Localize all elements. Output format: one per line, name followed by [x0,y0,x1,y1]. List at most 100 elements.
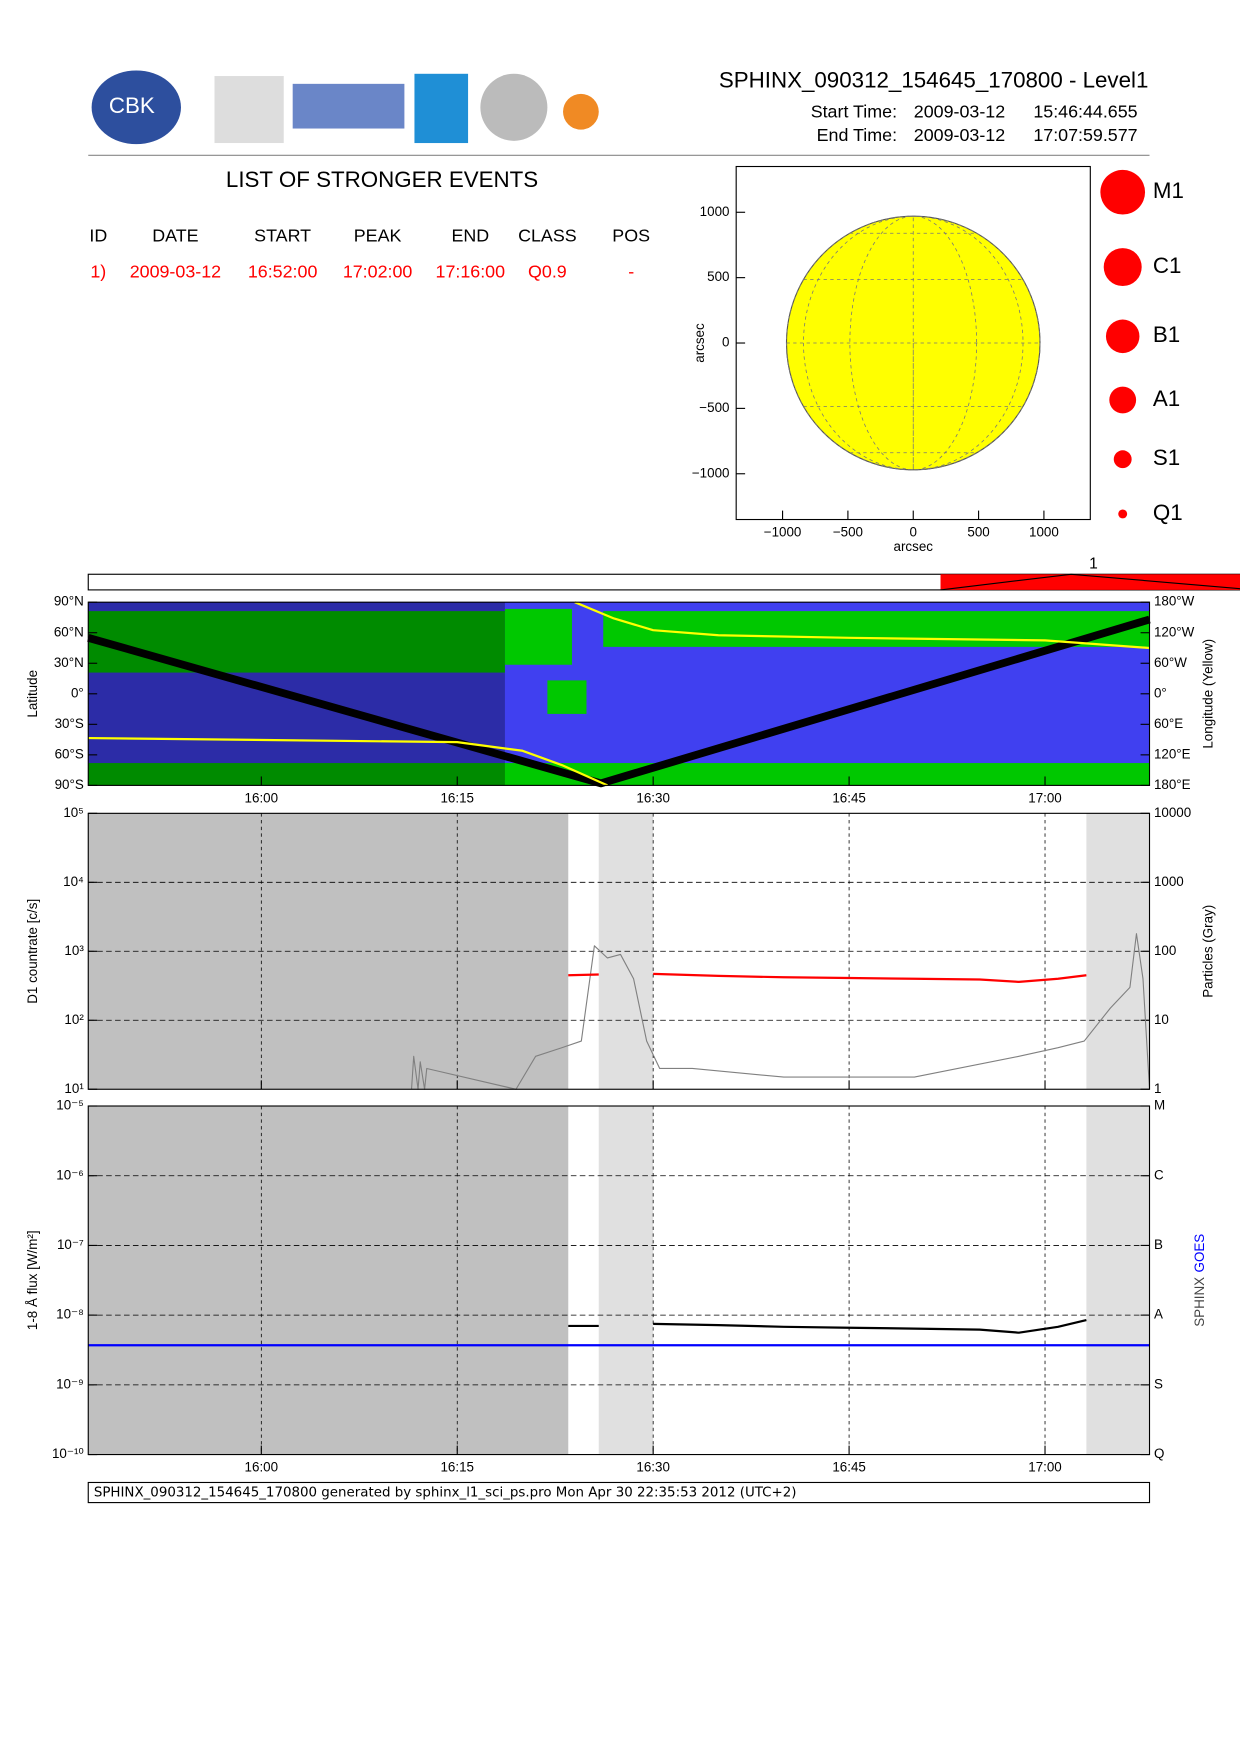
y2-tick-label: 0° [1154,685,1167,700]
x-tick-label: 16:30 [636,790,670,805]
y2-tick-label: S [1154,1376,1163,1391]
class-marker [1109,386,1137,414]
y-tick-label: 10⁻¹⁰ [52,1446,84,1461]
y2-tick-label: 60°W [1154,655,1187,670]
shaded-interval [88,1106,569,1455]
x-tick-label: 16:45 [832,1460,866,1475]
class-marker [1100,169,1146,215]
legend: SPHINX GOES [1191,1234,1206,1327]
y-tick-label: 10⁻⁸ [56,1307,84,1322]
shaded-interval [88,813,569,1090]
shaded-interval [1086,1106,1150,1455]
column-header: ID [89,226,107,246]
x-tick-label: 16:00 [245,790,279,805]
event-cell: 17:02:00 [343,261,413,281]
logo-miam [292,83,405,129]
y2-tick-label: A [1154,1307,1163,1322]
event-cell: 2009-03-12 [130,261,221,281]
y-tick-label: 10³ [64,943,84,958]
class-label: S1 [1153,445,1180,470]
event-cell: 16:52:00 [248,261,318,281]
column-header: CLASS [518,226,577,246]
y-tick-label: 1000 [700,204,730,219]
class-marker [1103,248,1142,287]
report-title: SPHINX_090312_154645_170800 - Level1 [719,68,1149,93]
y-tick-label: 0 [722,335,729,350]
y2-tick-label: 100 [1154,943,1176,958]
logo-seal [480,73,548,141]
logos: CBK [91,70,599,145]
y-tick-label: 10⁻⁵ [56,1098,84,1113]
longitude-line [786,215,1041,471]
y-axis-label: D1 countrate [c/s] [25,899,40,1004]
x-axis-label: arcsec [894,539,934,554]
plot-frame [87,812,1151,1090]
end-label: End Time: [817,125,897,145]
logo-arrow [414,73,469,144]
y-tick-label: 30°N [54,655,84,670]
y-tick-label: 10⁴ [63,874,84,889]
column-header: DATE [152,226,198,246]
y-tick-label: 500 [707,269,729,284]
y-tick-label: 10⁵ [63,805,83,820]
y-axis-label: 1-8 Å flux [W/m²] [25,1230,40,1330]
plot-frame [87,1105,1151,1456]
end-time: 17:07:59.577 [1033,125,1137,145]
y2-tick-label: 1 [1154,1081,1161,1096]
class-marker [1113,450,1132,469]
y2-tick-label: C [1154,1167,1164,1182]
series-line [410,933,1151,1090]
land-band [88,611,505,673]
end-date: 2009-03-12 [914,125,1005,145]
column-header: PEAK [354,226,402,246]
footer-box [87,1481,1151,1504]
y-tick-label: 10¹ [64,1081,84,1096]
x-tick-label: 16:30 [636,1460,670,1475]
start-date: 2009-03-12 [914,102,1005,122]
x-tick-label: 16:45 [832,790,866,805]
y2-tick-label: 10000 [1154,805,1191,820]
x-tick-label: 500 [967,524,989,539]
y2-tick-label: Q [1154,1446,1164,1461]
class-label: M1 [1153,178,1184,203]
series-line [88,736,608,787]
events-title: LIST OF STRONGER EVENTS [226,167,538,192]
land-band [504,608,572,665]
y-tick-label: −1000 [692,465,730,480]
shaded-interval [598,1106,654,1455]
y-tick-label: 0° [71,685,84,700]
footer: SPHINX_090312_154645_170800 generated by… [94,1486,797,1501]
logo-cbk [91,70,181,145]
column-header: END [451,226,489,246]
y2-tick-label: 1000 [1154,874,1184,889]
class-marker [1105,319,1140,354]
y-tick-label: 10² [64,1012,84,1027]
start-time: 15:46:44.655 [1033,102,1137,122]
event-span [940,574,1240,590]
y-tick-label: 90°N [54,594,84,609]
y2-tick-label: 180°W [1154,594,1195,609]
y2-axis-label: Particles (Gray) [1200,905,1215,998]
x-tick-label: 16:15 [440,790,474,805]
y2-tick-label: M [1154,1098,1165,1113]
class-label: Q1 [1153,500,1183,525]
y-axis-label: arcsec [692,323,707,363]
class-marker [1118,509,1128,519]
x-tick-label: 17:00 [1028,1460,1062,1475]
x-tick-label: 0 [910,524,917,539]
plot-frame [87,601,1151,786]
y2-tick-label: B [1154,1237,1163,1252]
x-tick-label: −500 [833,524,863,539]
series-line [568,1318,1087,1334]
y-tick-label: −500 [699,400,729,415]
logo-lebedev [214,76,284,144]
y-tick-label: 60°N [54,624,84,639]
series-line [574,601,1150,650]
column-header: POS [612,226,650,246]
class-label: B1 [1153,322,1180,347]
event-cell: 17:16:00 [436,261,506,281]
start-label: Start Time: [811,102,897,122]
y-tick-label: 90°S [55,777,84,792]
x-tick-label: 17:00 [1028,790,1062,805]
